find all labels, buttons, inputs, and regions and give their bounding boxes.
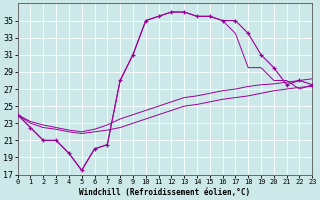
X-axis label: Windchill (Refroidissement éolien,°C): Windchill (Refroidissement éolien,°C) [79, 188, 251, 197]
